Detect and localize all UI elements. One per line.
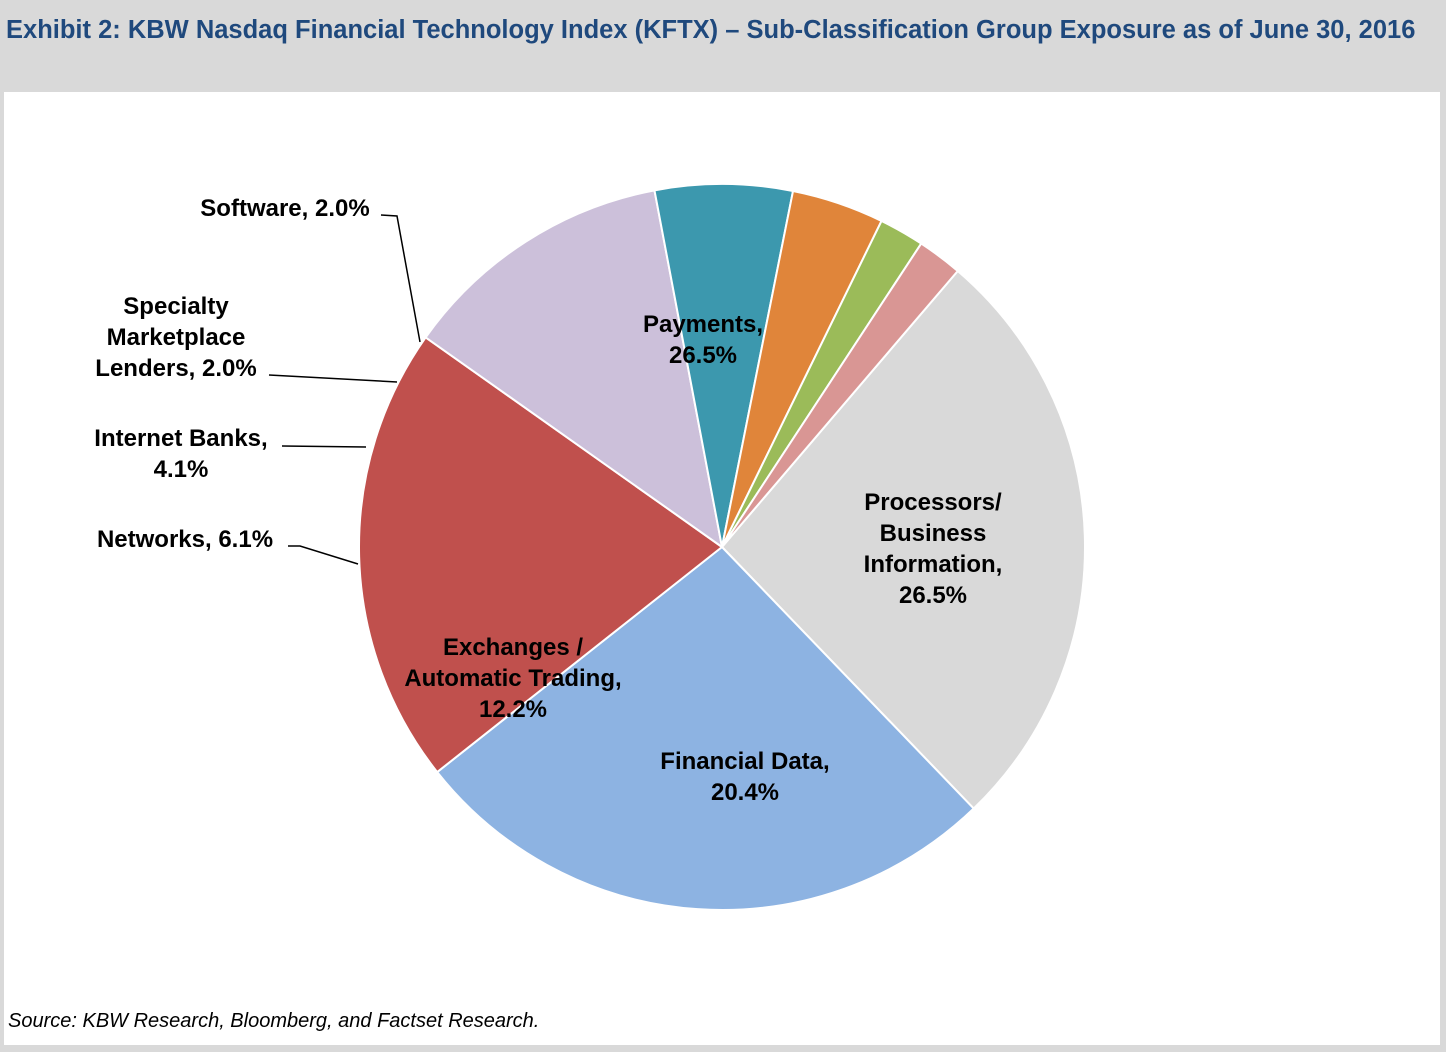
slice-label-line: 12.2% xyxy=(479,696,547,723)
slice-label-line: 4.1% xyxy=(154,456,209,483)
exhibit-header: Exhibit 2: KBW Nasdaq Financial Technolo… xyxy=(0,0,1446,92)
exhibit-title: Exhibit 2: KBW Nasdaq Financial Technolo… xyxy=(6,16,1416,44)
slice-label-line: 20.4% xyxy=(711,779,779,806)
slice-label: Payments, 26.5% xyxy=(643,311,763,369)
slice-label: Processors/Business Information, 26.5% xyxy=(864,489,1003,609)
slice-label: Financial Data, 20.4% xyxy=(660,748,829,806)
slice-label: Specialty Marketplace Lenders, 2.0% xyxy=(95,293,256,382)
slice-label-line: Lenders, 2.0% xyxy=(95,355,256,382)
slice-label-line: Financial Data, xyxy=(660,748,829,775)
slice-label-line: 26.5% xyxy=(899,582,967,609)
source-note: Source: KBW Research, Bloomberg, and Fac… xyxy=(8,1010,540,1032)
pie-slice-networks xyxy=(653,183,795,548)
pie-slice-financial-data xyxy=(358,336,723,774)
leader-line xyxy=(268,374,398,383)
slice-label-line: Specialty xyxy=(123,293,229,320)
pie-slice-software xyxy=(721,242,959,548)
pie-slice-exchanges-automatic-trading xyxy=(424,189,723,548)
leader-line xyxy=(380,214,421,343)
pie-slice-processors-business-information xyxy=(436,546,975,911)
leader-lines xyxy=(268,214,421,565)
slice-label-line: 26.5% xyxy=(669,342,737,369)
slice-label-line: Payments, xyxy=(643,311,763,338)
slice-label-line: Information, xyxy=(864,551,1003,578)
pie-slices xyxy=(358,183,1086,911)
slice-label: Software, 2.0% xyxy=(200,195,369,222)
slice-label-line: Software, 2.0% xyxy=(200,195,369,222)
leader-line xyxy=(281,445,367,448)
leader-line xyxy=(288,545,359,565)
pie-slice-payments xyxy=(721,269,1086,810)
slice-label: Internet Banks, 4.1% xyxy=(94,425,267,483)
slice-label-line: Marketplace xyxy=(107,324,246,351)
slice-label: Exchanges / Automatic Trading, 12.2% xyxy=(404,634,621,723)
slice-labels: Payments, 26.5% Processors/Business Informa… xyxy=(94,195,1002,806)
slice-label-line: Business xyxy=(880,520,987,547)
slice-label-line: Internet Banks, xyxy=(94,425,267,452)
slice-label-line: Exchanges / xyxy=(443,634,583,661)
slice-label-line: Networks, 6.1% xyxy=(97,526,273,553)
slice-label: Networks, 6.1% xyxy=(97,526,273,553)
slice-label-line: Processors/ xyxy=(864,489,1002,516)
slice-label-line: Automatic Trading, xyxy=(404,665,621,692)
